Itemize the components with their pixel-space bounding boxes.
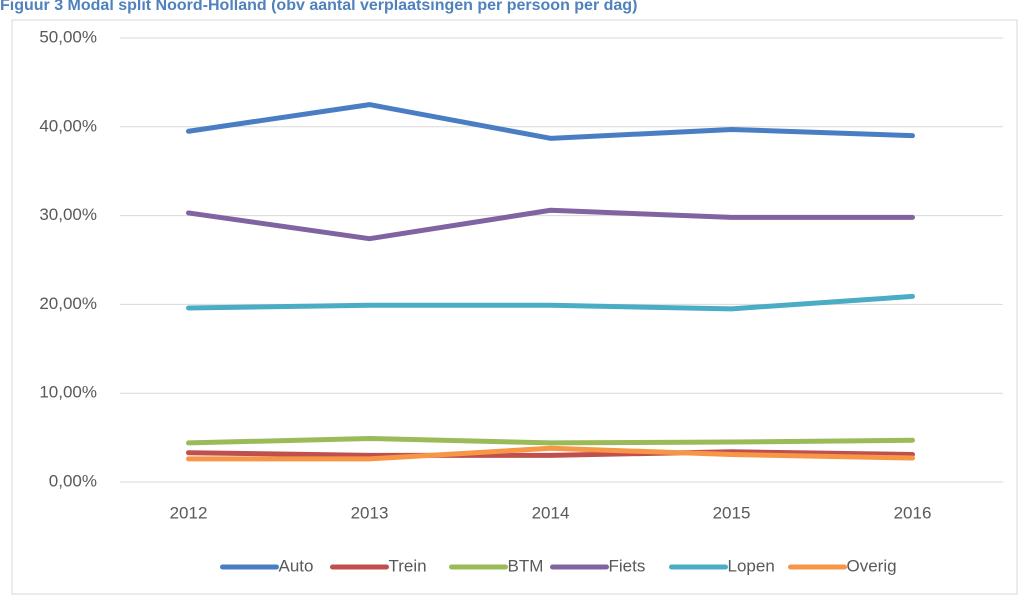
y-tick-label: 40,00% [39,116,97,135]
line-series [186,207,915,242]
chart-frame [11,19,1018,595]
legend-label: Trein [389,556,427,575]
legend-label: Lopen [728,556,775,575]
line-series [186,102,915,141]
legend-label: Overig [847,556,897,575]
y-tick-label: 50,00% [39,27,97,46]
x-tick-label: 2015 [713,503,751,522]
x-tick-label: 2016 [894,503,932,522]
line-series [186,445,915,462]
x-tick-label: 2014 [532,503,570,522]
legend-label: BTM [508,556,544,575]
y-tick-label: 10,00% [39,383,97,402]
line-series [186,435,915,446]
y-tick-label: 20,00% [39,294,97,313]
x-tick-label: 2013 [351,503,389,522]
legend-label: Fiets [609,556,646,575]
y-tick-label: 30,00% [39,205,97,224]
y-tick-label: 0,00% [49,471,97,490]
x-tick-label: 2012 [170,503,208,522]
chart-title: Figuur 3 Modal split Noord-Holland (obv … [0,0,637,14]
legend-label: Auto [279,556,314,575]
line-series [186,293,915,312]
line-series [186,449,915,458]
